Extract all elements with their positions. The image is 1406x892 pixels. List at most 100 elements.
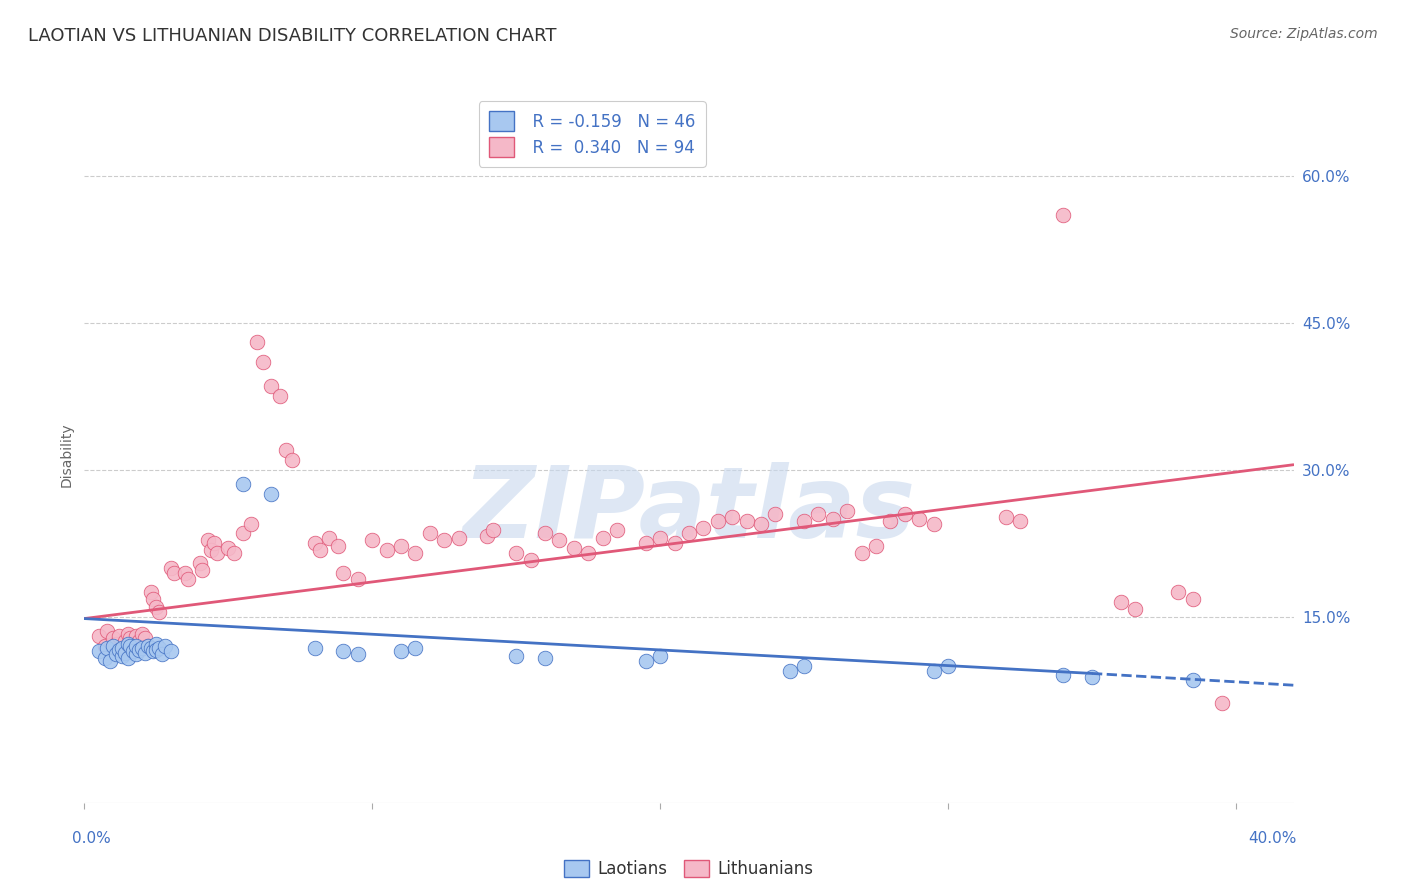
- Point: [851, 546, 873, 560]
- Point: [606, 524, 628, 538]
- Point: [793, 658, 815, 673]
- Point: [111, 640, 134, 655]
- Point: [98, 640, 121, 655]
- Point: [879, 514, 901, 528]
- Text: LAOTIAN VS LITHUANIAN DISABILITY CORRELATION CHART: LAOTIAN VS LITHUANIAN DISABILITY CORRELA…: [28, 27, 557, 45]
- Point: [1008, 514, 1031, 528]
- Point: [1181, 591, 1204, 606]
- Point: [134, 646, 156, 660]
- Point: [117, 637, 139, 651]
- Point: [142, 644, 165, 658]
- Point: [174, 566, 197, 580]
- Point: [592, 531, 614, 545]
- Point: [534, 526, 557, 541]
- Point: [389, 539, 412, 553]
- Point: [117, 639, 139, 653]
- Point: [1211, 696, 1233, 710]
- Point: [177, 573, 200, 587]
- Point: [482, 524, 505, 538]
- Point: [433, 533, 456, 548]
- Point: [332, 566, 354, 580]
- Point: [252, 355, 274, 369]
- Point: [136, 639, 159, 653]
- Point: [93, 639, 115, 653]
- Point: [117, 650, 139, 665]
- Point: [120, 631, 142, 645]
- Point: [664, 536, 686, 550]
- Point: [114, 634, 136, 648]
- Text: Source: ZipAtlas.com: Source: ZipAtlas.com: [1230, 27, 1378, 41]
- Point: [419, 526, 441, 541]
- Point: [269, 389, 291, 403]
- Point: [634, 654, 657, 668]
- Point: [650, 648, 672, 663]
- Point: [894, 507, 917, 521]
- Point: [865, 539, 887, 553]
- Point: [105, 647, 128, 661]
- Point: [922, 664, 945, 678]
- Point: [347, 647, 370, 661]
- Point: [821, 511, 844, 525]
- Point: [908, 511, 931, 525]
- Text: 40.0%: 40.0%: [1249, 831, 1296, 846]
- Point: [994, 509, 1017, 524]
- Point: [936, 658, 959, 673]
- Point: [562, 541, 585, 555]
- Point: [98, 654, 121, 668]
- Point: [111, 640, 134, 655]
- Point: [120, 639, 142, 653]
- Point: [105, 637, 128, 651]
- Point: [125, 647, 148, 661]
- Point: [274, 443, 297, 458]
- Point: [678, 526, 700, 541]
- Point: [162, 566, 184, 580]
- Legend: Laotians, Lithuanians: Laotians, Lithuanians: [558, 854, 820, 885]
- Point: [125, 639, 148, 653]
- Point: [634, 536, 657, 550]
- Point: [1052, 208, 1074, 222]
- Point: [125, 629, 148, 643]
- Point: [318, 531, 340, 545]
- Point: [404, 640, 426, 655]
- Point: [148, 640, 170, 655]
- Point: [280, 452, 302, 467]
- Point: [128, 643, 150, 657]
- Point: [139, 585, 162, 599]
- Point: [260, 487, 283, 501]
- Point: [706, 514, 728, 528]
- Point: [108, 629, 131, 643]
- Point: [145, 637, 167, 651]
- Point: [93, 650, 115, 665]
- Y-axis label: Disability: Disability: [59, 423, 73, 487]
- Point: [145, 599, 167, 614]
- Point: [793, 514, 815, 528]
- Point: [505, 648, 527, 663]
- Point: [519, 553, 541, 567]
- Point: [1181, 673, 1204, 688]
- Point: [96, 624, 118, 639]
- Point: [246, 335, 269, 350]
- Point: [548, 533, 571, 548]
- Point: [131, 627, 153, 641]
- Point: [122, 637, 145, 651]
- Point: [389, 644, 412, 658]
- Point: [134, 631, 156, 645]
- Point: [1109, 595, 1132, 609]
- Point: [122, 644, 145, 658]
- Point: [111, 648, 134, 663]
- Point: [205, 546, 228, 560]
- Point: [87, 644, 110, 658]
- Point: [807, 507, 830, 521]
- Point: [240, 516, 263, 531]
- Point: [101, 631, 124, 645]
- Point: [159, 560, 181, 574]
- Point: [202, 536, 225, 550]
- Point: [404, 546, 426, 560]
- Point: [347, 573, 370, 587]
- Point: [922, 516, 945, 531]
- Point: [260, 379, 283, 393]
- Point: [188, 556, 211, 570]
- Point: [763, 507, 786, 521]
- Point: [191, 563, 214, 577]
- Point: [131, 640, 153, 655]
